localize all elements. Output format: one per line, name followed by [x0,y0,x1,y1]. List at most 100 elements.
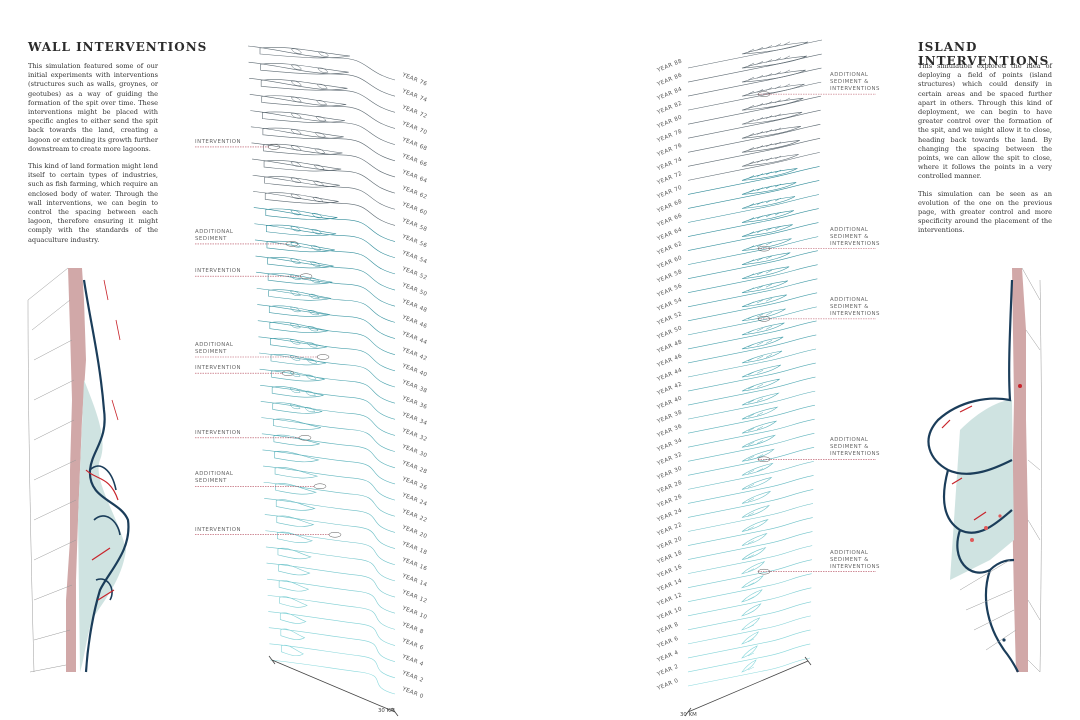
island-point-marker [756,229,764,234]
island-point-marker [756,285,764,290]
spit-lagoon-outline [741,154,799,167]
spit-lagoon-outline [741,168,798,181]
island-point-marker [756,46,764,51]
island-point-marker [747,498,755,502]
spit-lagoon-outline [741,462,774,476]
right-scale-bar: 30 KM [680,656,812,718]
island-point-marker [747,119,755,123]
year-label: YEAR 22 [656,522,684,538]
year-label: YEAR 58 [656,269,684,285]
year-label: YEAR 64 [400,169,428,185]
spit-lagoon-outline [274,467,319,479]
year-label: YEAR 74 [400,88,428,104]
island-point-marker [747,133,755,137]
year-label: YEAR 0 [400,686,424,700]
island-point-marker [756,440,764,444]
island-point-marker [765,171,773,176]
year-label: YEAR 12 [656,592,684,608]
island-point-marker [747,666,755,671]
spit-timestep-line [687,320,817,350]
island-point-marker [756,327,764,332]
spit-timestep-line [687,109,821,139]
year-label: YEAR 82 [656,101,684,117]
year-label: YEAR 24 [400,492,428,508]
spit-lagoon-outline [280,628,306,640]
annotation-label: ADDITIONAL SEDIMENT & INTERVENTIONS [830,549,880,570]
island-point-marker [747,189,755,193]
spit-lagoon-outline [290,177,302,183]
spit-timestep-line [687,292,818,322]
spit-lagoon-outline [275,483,317,495]
spit-timestep-line [687,489,814,518]
year-label: YEAR 76 [400,72,428,88]
island-point-marker [774,113,782,118]
spit-timestep-line [687,67,822,97]
island-point-marker [747,175,755,179]
spit-timestep-line [256,271,396,307]
island-point-marker [765,213,773,218]
year-label: YEAR 68 [656,199,684,215]
island-point-marker [747,62,755,67]
island-point-marker [747,343,755,348]
spit-lagoon-outline [741,196,796,209]
year-label: YEAR 52 [400,266,428,282]
year-label: YEAR 40 [656,395,684,411]
island-point-marker [747,329,755,334]
island-interventions-stack [687,39,823,687]
spit-lagoon-outline [307,342,318,348]
spit-timestep-line [253,207,396,242]
spit-lagoon-outline [741,41,809,55]
island-point-marker [765,143,773,147]
annotation-label: ADDITIONAL SEDIMENT [195,342,234,355]
island-point-marker [747,484,755,488]
island-point-marker [774,85,782,89]
spit-lagoon-outline [741,476,773,490]
island-point-marker [756,201,764,205]
spit-timestep-line [247,45,396,81]
spit-lagoon-outline [741,533,768,546]
year-label: YEAR 42 [656,381,684,397]
wall-interventions-title: WALL INTERVENTIONS [28,40,208,54]
island-point-marker [747,456,755,460]
island-point-marker [756,426,764,430]
spit-lagoon-outline [263,160,342,172]
spit-timestep-line [250,110,396,145]
year-label: YEAR 22 [400,508,428,524]
intervention-marker [313,483,327,490]
spit-timestep-line [687,587,812,617]
annotation-label: INTERVENTION [195,526,242,533]
spit-timestep-line [269,643,396,679]
island-intervention-plan-map [927,267,1042,673]
year-label: YEAR 34 [656,438,684,454]
year-label: YEAR 66 [656,213,684,229]
island-point-marker [756,131,764,135]
spit-lagoon-outline [305,390,316,396]
island-point-marker [774,155,782,160]
spit-timestep-line [687,629,811,659]
island-point-marker [747,540,755,544]
spit-lagoon-outline [741,280,789,294]
island-annotations [757,91,876,575]
annotation-label: ADDITIONAL SEDIMENT [195,228,234,242]
spit-lagoon-outline [266,240,335,253]
spit-lagoon-outline [304,406,316,413]
annotation-label: ADDITIONAL SEDIMENT & INTERVENTIONS [830,72,880,93]
spit-lagoon-outline [267,257,334,269]
island-point-marker [765,129,773,133]
spit-timestep-line [262,449,396,485]
left-scale-bar: 30 KM [268,655,399,717]
island-point-marker [756,159,764,163]
spit-lagoon-outline [290,96,302,103]
spit-timestep-line [263,481,396,517]
island-point-marker [774,211,782,216]
year-label: YEAR 20 [656,536,684,552]
island-point-marker [747,568,755,572]
spit-lagoon-outline [741,350,783,364]
spit-lagoon-outline [261,95,347,107]
island-point-marker [765,354,773,358]
spit-lagoon-outline [266,224,337,236]
island-point-marker [783,69,791,74]
spit-lagoon-outline [741,406,779,420]
spit-lagoon-outline [741,420,778,434]
